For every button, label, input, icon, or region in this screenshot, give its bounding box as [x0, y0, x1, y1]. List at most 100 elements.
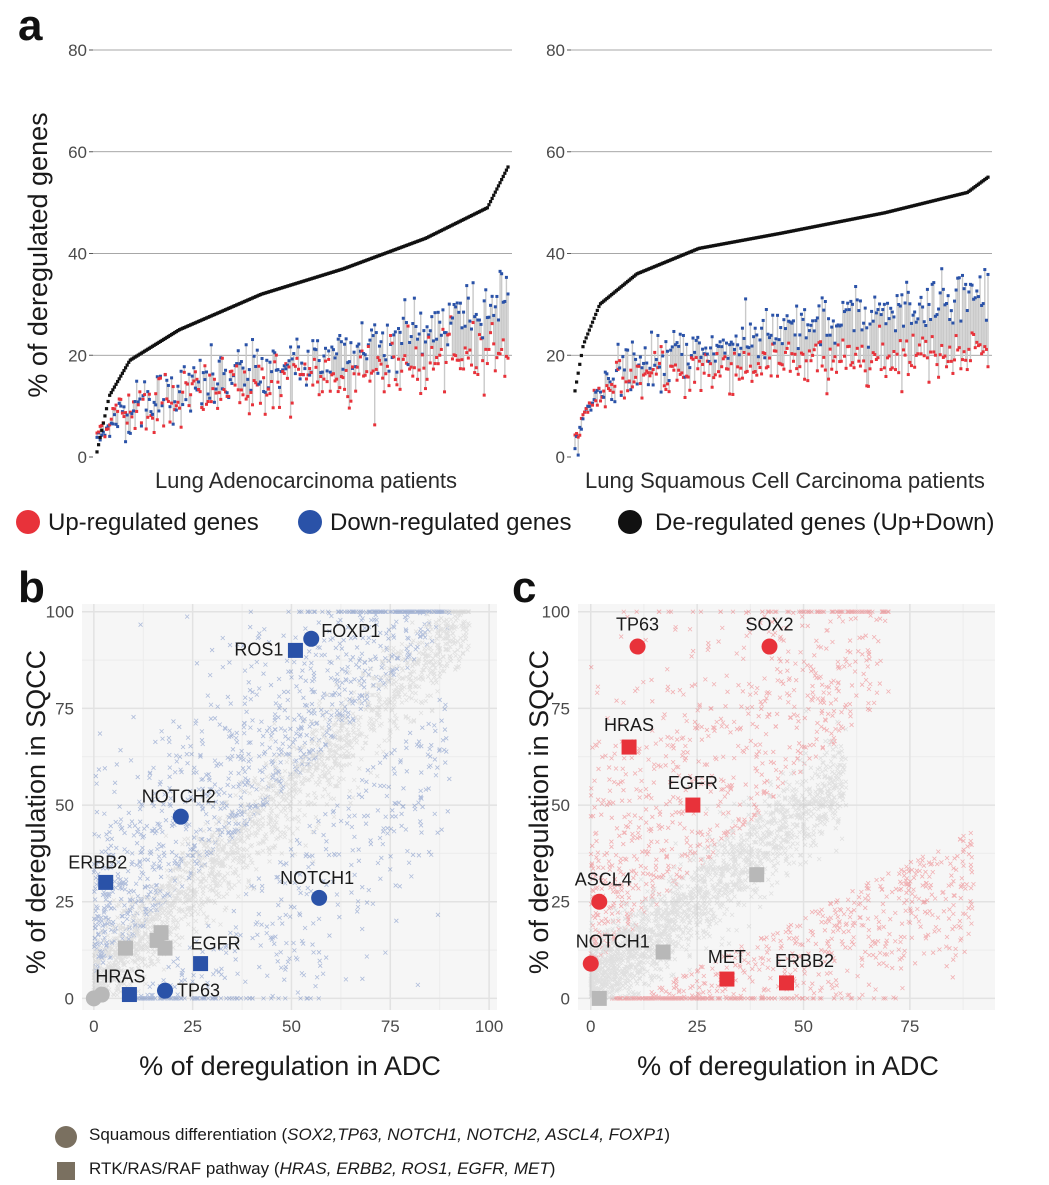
up-point	[927, 380, 931, 384]
cloud-point	[188, 908, 193, 913]
cloud-point	[317, 963, 323, 968]
up-point	[214, 391, 218, 395]
up-point	[917, 343, 921, 347]
cloud-point	[204, 914, 209, 920]
down-point	[363, 353, 367, 357]
cloud-point	[235, 873, 241, 879]
cloud-point	[100, 938, 106, 943]
up-point	[954, 334, 958, 338]
up-point	[858, 364, 862, 368]
cloud-point	[109, 965, 114, 971]
down-point	[387, 369, 391, 373]
y-tick-label: 0	[78, 448, 87, 467]
cloud-point	[374, 692, 380, 698]
up-point	[176, 400, 180, 404]
down-point	[827, 317, 831, 321]
down-point	[667, 379, 671, 383]
up-point	[868, 367, 872, 371]
down-point	[814, 319, 818, 323]
up-point	[850, 361, 854, 365]
x-tick-label: 25	[183, 1017, 202, 1036]
up-point	[610, 382, 614, 386]
up-point	[385, 364, 389, 368]
cloud-point	[304, 762, 310, 767]
up-point	[937, 375, 941, 379]
down-point	[490, 294, 494, 298]
cloud-point	[229, 835, 235, 841]
up-point	[114, 403, 118, 407]
up-point	[231, 373, 235, 377]
up-point	[246, 394, 250, 398]
up-point	[362, 374, 366, 378]
up-point	[392, 355, 396, 359]
up-point	[417, 368, 421, 372]
down-point	[430, 315, 434, 319]
cloud-point	[444, 635, 449, 641]
down-point	[693, 350, 697, 354]
up-point	[894, 368, 898, 372]
cloud-point	[406, 715, 411, 721]
cloud-point	[110, 922, 116, 928]
x-tick-label: 0	[89, 1017, 98, 1036]
cloud-point	[419, 796, 424, 801]
cloud-point	[396, 609, 401, 615]
up-point	[425, 377, 429, 381]
up-point	[870, 360, 874, 364]
cloud-point	[315, 720, 320, 725]
cloud-point	[325, 609, 331, 615]
up-point	[964, 358, 968, 362]
up-point	[831, 359, 835, 363]
down-point	[368, 338, 372, 342]
cloud-point	[275, 902, 281, 908]
down-point	[304, 383, 308, 387]
down-point	[487, 315, 491, 319]
cloud-point	[113, 962, 118, 967]
cloud-point	[158, 903, 164, 908]
down-point	[661, 354, 665, 358]
cloud-point	[150, 981, 156, 986]
cloud-point	[312, 689, 317, 695]
down-point	[930, 282, 934, 286]
up-point	[100, 423, 104, 427]
down-point	[959, 319, 963, 323]
cloud-point	[359, 701, 365, 706]
up-point	[268, 392, 272, 396]
cloud-point	[101, 960, 106, 965]
up-point	[766, 365, 770, 369]
up-point	[699, 388, 703, 392]
up-point	[935, 363, 939, 367]
cloud-point	[353, 609, 359, 615]
cloud-point	[272, 843, 278, 848]
down-point	[656, 333, 660, 337]
down-point	[201, 371, 205, 375]
down-point	[370, 328, 374, 332]
down-point	[344, 337, 348, 341]
cloud-point	[228, 812, 234, 818]
down-point	[906, 290, 910, 294]
down-point	[850, 302, 854, 306]
up-point	[184, 381, 188, 385]
down-point	[504, 275, 508, 279]
cloud-point	[323, 734, 329, 740]
dereg-point	[501, 174, 505, 179]
y-tick-label: 50	[55, 796, 74, 815]
cloud-point	[102, 923, 108, 928]
down-point	[949, 309, 953, 313]
up-point	[838, 360, 842, 364]
up-point	[431, 367, 435, 371]
up-point	[787, 341, 791, 345]
down-point	[903, 301, 907, 305]
down-point	[350, 366, 354, 370]
down-point	[855, 298, 859, 302]
down-point	[365, 357, 369, 361]
down-point	[220, 387, 224, 391]
up-point	[878, 324, 882, 328]
up-point	[849, 363, 853, 367]
cloud-point	[91, 942, 97, 947]
up-point	[709, 362, 713, 366]
down-point	[111, 422, 115, 426]
up-point	[428, 361, 432, 365]
down-point	[419, 311, 423, 315]
up-point	[166, 399, 170, 403]
cloud-point	[256, 818, 261, 824]
